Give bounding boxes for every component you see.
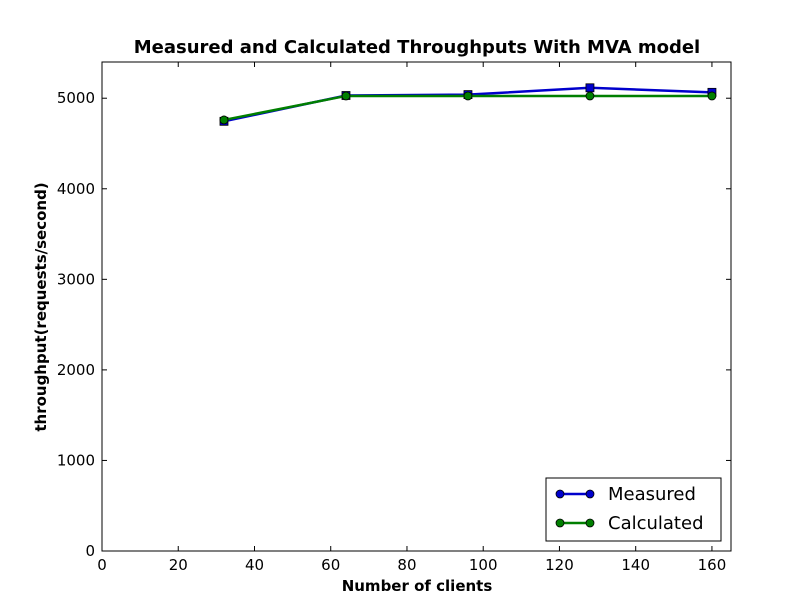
legend-marker bbox=[555, 518, 565, 528]
x-tick-label: 0 bbox=[97, 556, 107, 574]
y-tick-label: 5000 bbox=[57, 89, 95, 107]
y-tick-label: 2000 bbox=[57, 361, 95, 379]
data-point-calculated bbox=[707, 91, 717, 101]
y-tick-label: 3000 bbox=[57, 270, 95, 288]
x-tick-label: 100 bbox=[469, 556, 498, 574]
data-point-calculated bbox=[585, 91, 595, 101]
chart-title: Measured and Calculated Throughputs With… bbox=[134, 37, 700, 58]
x-tick-label: 40 bbox=[245, 556, 264, 574]
legend-marker bbox=[585, 489, 595, 499]
x-tick-label: 20 bbox=[169, 556, 188, 574]
x-tick-label: 120 bbox=[545, 556, 574, 574]
data-point-calculated bbox=[341, 91, 351, 101]
series-layer bbox=[219, 83, 717, 126]
legend: Measured Calculated bbox=[545, 477, 722, 542]
data-point-calculated bbox=[463, 91, 473, 101]
axis-ticks: 0 20 40 60 80 100 120 140 160 0 1000 2000 3000 4000 50… bbox=[57, 62, 731, 574]
legend-label: Measured bbox=[608, 484, 696, 505]
y-axis-label: throughput(requests/second) bbox=[32, 182, 50, 431]
x-tick-label: 160 bbox=[698, 556, 727, 574]
y-tick-label: 1000 bbox=[57, 451, 95, 469]
legend-box bbox=[545, 477, 722, 542]
x-tick-label: 80 bbox=[397, 556, 416, 574]
data-point-calculated bbox=[219, 115, 229, 125]
data-point-measured bbox=[585, 83, 595, 93]
x-tick-label: 140 bbox=[621, 556, 650, 574]
legend-marker bbox=[555, 489, 565, 499]
x-tick-label: 60 bbox=[321, 556, 340, 574]
legend-label: Calculated bbox=[608, 513, 704, 534]
y-tick-label: 0 bbox=[85, 542, 95, 560]
y-tick-label: 4000 bbox=[57, 180, 95, 198]
x-axis-label: Number of clients bbox=[342, 577, 493, 595]
plot-frame bbox=[101, 61, 732, 552]
legend-marker bbox=[585, 518, 595, 528]
